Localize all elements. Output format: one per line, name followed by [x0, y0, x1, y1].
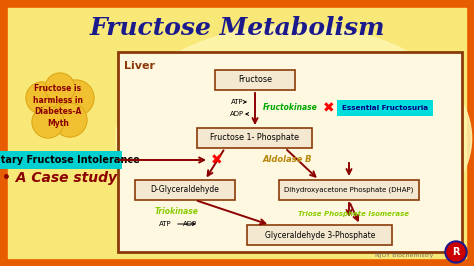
Circle shape [53, 103, 87, 137]
Text: D-Glyceraldehyde: D-Glyceraldehyde [151, 185, 219, 194]
Circle shape [447, 243, 465, 261]
Circle shape [45, 73, 75, 103]
Bar [198, 128, 312, 148]
Text: R: R [452, 247, 460, 257]
Circle shape [445, 241, 467, 263]
Bar [279, 180, 419, 200]
Text: Liver: Liver [124, 61, 155, 71]
Bar [215, 70, 295, 90]
Text: ADP: ADP [183, 221, 197, 227]
Text: Fructokinase: Fructokinase [263, 103, 318, 113]
Text: Essential Fructosuria: Essential Fructosuria [342, 105, 428, 111]
Text: Hereditary Fructose Intolerance: Hereditary Fructose Intolerance [0, 155, 140, 165]
Circle shape [58, 80, 94, 116]
Text: Triose Phosphate Isomerase: Triose Phosphate Isomerase [299, 211, 410, 217]
Text: ADP: ADP [230, 111, 244, 117]
Bar [0, 151, 122, 169]
Circle shape [36, 86, 80, 130]
Text: Dihydroxyacetone Phosphate (DHAP): Dihydroxyacetone Phosphate (DHAP) [284, 187, 414, 193]
Circle shape [26, 82, 58, 114]
Text: Fructose: Fructose [238, 76, 272, 85]
Bar [337, 100, 433, 116]
Bar [118, 52, 462, 252]
Text: NJOY Biochemistry: NJOY Biochemistry [375, 253, 433, 259]
Text: Fructose 1- Phosphate: Fructose 1- Phosphate [210, 134, 300, 143]
Text: ✖: ✖ [323, 101, 335, 115]
Text: ATP: ATP [159, 221, 171, 227]
Text: Fructose is
harmless in
Diabetes-A
Myth: Fructose is harmless in Diabetes-A Myth [33, 84, 83, 128]
Text: Triokinase: Triokinase [155, 207, 199, 217]
Ellipse shape [116, 25, 472, 251]
Text: ATP: ATP [231, 99, 243, 105]
Text: ✖: ✖ [211, 153, 223, 167]
Circle shape [32, 106, 64, 138]
Text: • A Case study: • A Case study [2, 171, 118, 185]
Bar [247, 225, 392, 245]
Bar [135, 180, 235, 200]
Text: Glyceraldehyde 3-Phosphate: Glyceraldehyde 3-Phosphate [265, 231, 375, 239]
Text: Aldolase B: Aldolase B [263, 156, 312, 164]
Text: Fructose Metabolism: Fructose Metabolism [89, 16, 385, 40]
